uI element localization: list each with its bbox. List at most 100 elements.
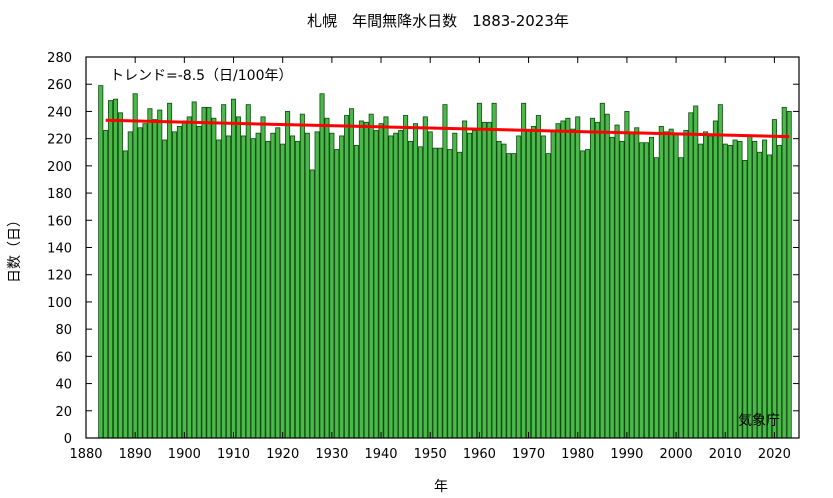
bar [717, 104, 723, 439]
y-tick-label: 60 [55, 350, 72, 365]
bar [176, 126, 182, 439]
bar [398, 130, 404, 439]
trend-label: トレンド=-8.5（日/100年） [110, 68, 293, 84]
bar [575, 116, 581, 439]
bar [329, 132, 335, 439]
bar [570, 128, 576, 439]
bar [747, 135, 753, 439]
bar [245, 104, 251, 439]
x-tick-label: 2010 [709, 447, 742, 462]
bar [693, 105, 699, 439]
bar [467, 132, 473, 439]
bar [403, 115, 409, 439]
x-tick-label: 1950 [414, 447, 447, 462]
x-tick-label: 1900 [168, 447, 201, 462]
bar [521, 102, 527, 439]
chart-title: 札幌 年間無降水日数 1883-2023年 [307, 12, 569, 30]
bar [594, 121, 600, 439]
bar [629, 131, 635, 439]
y-tick-label: 140 [47, 242, 72, 257]
bar [216, 139, 222, 439]
bar [383, 116, 389, 439]
bar [644, 142, 650, 439]
bar [752, 140, 758, 439]
bar [766, 154, 773, 439]
bar [437, 147, 443, 439]
x-tick-label: 1970 [512, 447, 545, 462]
bar [432, 147, 438, 439]
bar [280, 143, 286, 439]
bar [103, 130, 109, 439]
bar [112, 98, 119, 439]
bar [501, 143, 507, 439]
bar [732, 139, 738, 439]
x-tick-label: 1890 [119, 447, 152, 462]
bar [481, 121, 487, 439]
bars-group [98, 85, 792, 439]
bar [157, 109, 163, 439]
bar [545, 153, 551, 439]
bar [526, 130, 532, 439]
bar [614, 124, 620, 439]
bar [771, 119, 777, 439]
bar [211, 117, 217, 439]
bar [550, 130, 556, 439]
bar [506, 153, 512, 439]
bar [452, 132, 458, 439]
y-tick-label: 80 [55, 323, 72, 338]
bar [344, 115, 350, 439]
bar [727, 145, 733, 439]
bar [235, 116, 241, 439]
bar [604, 113, 610, 439]
x-tick-label: 1880 [69, 447, 102, 462]
bar [619, 140, 625, 439]
bar [358, 120, 364, 439]
bar [147, 108, 153, 439]
bar [585, 149, 591, 439]
bar [653, 157, 659, 439]
bar [304, 132, 310, 439]
bar [393, 132, 399, 439]
bar [324, 117, 330, 439]
bar [260, 116, 266, 439]
bar [221, 104, 227, 439]
bar [373, 130, 379, 439]
bar [162, 139, 168, 439]
y-axis-label: 日数（日） [7, 213, 23, 283]
bar [181, 120, 187, 439]
bar [122, 150, 128, 439]
bar [206, 106, 212, 439]
bar [265, 140, 271, 439]
bar [683, 130, 689, 439]
y-tick-label: 20 [55, 405, 72, 420]
bar [201, 106, 207, 439]
bar [290, 135, 296, 439]
bar [314, 131, 320, 439]
bar [285, 111, 291, 439]
x-tick-label: 1980 [561, 447, 594, 462]
bar [334, 149, 340, 439]
bar [560, 120, 566, 439]
bar [673, 132, 679, 439]
bar [363, 121, 369, 439]
bar [535, 115, 541, 439]
y-tick-label: 180 [47, 187, 72, 202]
bar [698, 143, 704, 439]
bar [255, 132, 261, 439]
bar [712, 120, 718, 439]
bar [624, 111, 630, 439]
bar [658, 126, 664, 439]
bar [117, 112, 123, 439]
x-tick-label: 1930 [315, 447, 348, 462]
bar [137, 127, 143, 439]
bar [722, 143, 728, 439]
bar [540, 135, 546, 439]
bar [294, 140, 300, 439]
bar [353, 145, 359, 439]
bar [457, 151, 463, 439]
bar [309, 169, 315, 439]
bar [742, 160, 748, 439]
y-tick-label: 160 [47, 214, 72, 229]
x-axis-ticks: 1880 1890 1900 1910 1920 1930 1940 1950 1960 1970… [69, 57, 791, 462]
